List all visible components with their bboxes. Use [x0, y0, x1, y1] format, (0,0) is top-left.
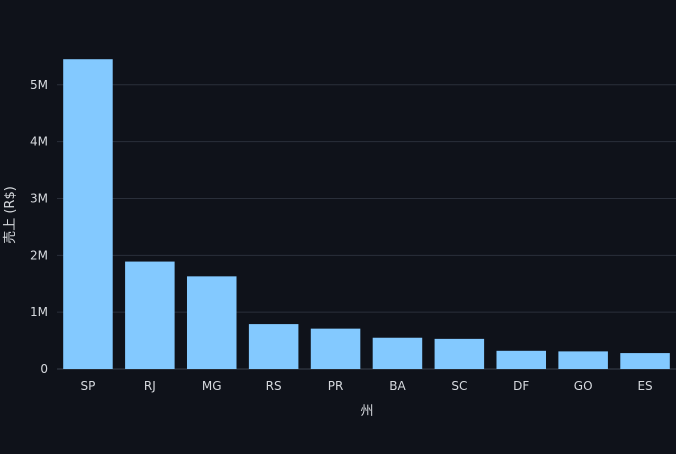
bar-mg[interactable]	[186, 276, 237, 369]
y-tick-label: 4M	[30, 135, 48, 149]
y-tick-label: 0	[40, 362, 48, 376]
x-tick-label: BA	[389, 379, 406, 393]
bar-rs[interactable]	[248, 324, 299, 369]
bar-ba[interactable]	[372, 337, 423, 369]
bar-pr[interactable]	[310, 328, 361, 369]
bar-go[interactable]	[558, 351, 608, 369]
x-tick-label: ES	[637, 379, 652, 393]
y-axis-ticks: 0 1M 2M 3M 4M 5M	[30, 78, 48, 376]
bar-rj[interactable]	[125, 261, 175, 369]
bar-sc[interactable]	[434, 338, 485, 369]
bar-series	[63, 59, 670, 370]
y-tick-label: 5M	[30, 78, 48, 92]
x-tick-label: PR	[328, 379, 344, 393]
bar-sp[interactable]	[63, 59, 113, 370]
bar-es[interactable]	[620, 353, 670, 369]
x-tick-label: RS	[266, 379, 282, 393]
x-tick-label: DF	[513, 379, 529, 393]
bar-df[interactable]	[496, 350, 547, 369]
x-tick-label: SP	[81, 379, 96, 393]
x-tick-label: SC	[451, 379, 467, 393]
x-axis-ticks: SP RJ MG RS PR BA SC DF GO ES	[81, 379, 653, 393]
x-tick-label: GO	[574, 379, 593, 393]
y-tick-label: 2M	[30, 248, 48, 262]
y-tick-label: 1M	[30, 305, 48, 319]
x-tick-label: RJ	[144, 379, 156, 393]
y-tick-label: 3M	[30, 191, 48, 205]
y-axis-title: 売上 (R$)	[2, 186, 18, 244]
x-tick-label: MG	[202, 379, 222, 393]
x-axis-title: 州	[360, 404, 373, 419]
